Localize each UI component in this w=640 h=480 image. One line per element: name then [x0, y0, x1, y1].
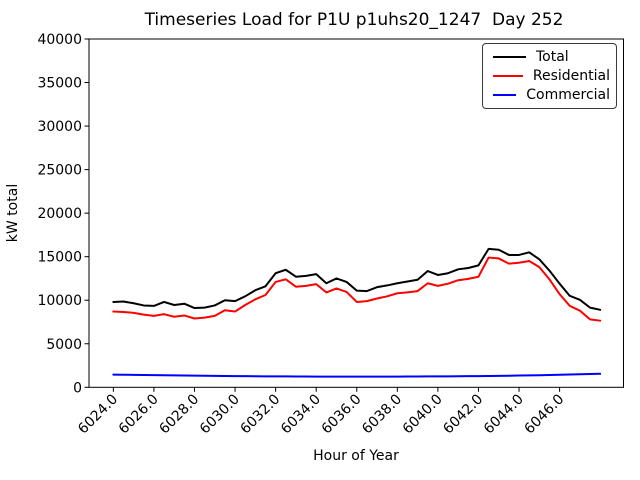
legend-entry-commercial: Commercial [489, 86, 610, 105]
residential-line-swatch [493, 74, 523, 77]
total-line-swatch [493, 55, 526, 58]
x-tick-label: 6046.0 [521, 391, 567, 437]
y-tick-label: 35000 [37, 76, 82, 92]
x-tick-label: 6034.0 [278, 391, 324, 437]
chart-title: Timeseries Load for P1U p1uhs20_1247 Day… [144, 10, 564, 30]
x-tick-label: 6032.0 [237, 391, 283, 437]
x-axis-label: Hour of Year [313, 448, 399, 464]
y-tick-label: 25000 [37, 163, 82, 179]
x-tick-label: 6030.0 [197, 391, 243, 437]
commercial-line-swatch [493, 94, 517, 97]
x-tick-label: 6026.0 [116, 391, 162, 437]
x-tick-label: 6040.0 [400, 391, 446, 437]
legend-label-commercial: Commercial [526, 87, 610, 104]
y-tick-label: 0 [73, 380, 82, 396]
y-tick-label: 20000 [37, 206, 82, 222]
y-tick-label: 10000 [37, 293, 82, 309]
commercial-line [112, 372, 602, 378]
legend-label-total: Total [536, 48, 569, 65]
legend-label-residential: Residential [532, 67, 610, 84]
x-tick-label: 6038.0 [359, 391, 405, 437]
legend: Total Residential Commercial [482, 43, 617, 109]
legend-entry-residential: Residential [489, 66, 610, 85]
x-tick-label: 6042.0 [440, 391, 486, 437]
y-tick-label: 40000 [37, 32, 82, 48]
legend-entry-total: Total [489, 47, 610, 66]
x-tick-label: 6024.0 [75, 391, 121, 437]
y-axis-label: kW total [5, 184, 21, 242]
y-tick-label: 30000 [37, 119, 82, 135]
x-tick-label: 6028.0 [156, 391, 202, 437]
total-line [112, 247, 602, 311]
x-tick-label: 6036.0 [319, 391, 365, 437]
x-tick-label: 6044.0 [481, 391, 527, 437]
residential-line [112, 256, 602, 322]
y-tick-label: 5000 [46, 337, 82, 353]
y-tick-label: 15000 [37, 250, 82, 266]
